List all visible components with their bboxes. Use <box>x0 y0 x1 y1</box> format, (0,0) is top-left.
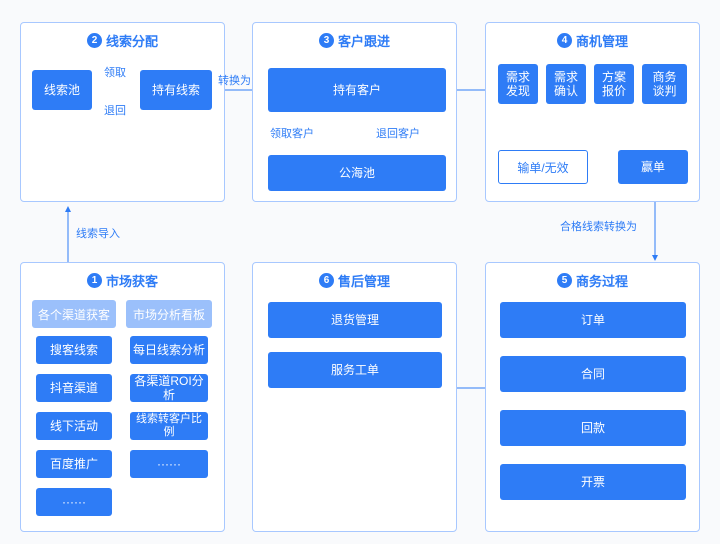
panel-title: 4 商机管理 <box>494 31 691 50</box>
badge-icon: 3 <box>319 33 334 48</box>
node-lose: 输单/无效 <box>498 150 588 184</box>
panel-title: 3 客户跟进 <box>261 31 448 50</box>
node-owned-leads: 持有线索 <box>140 70 212 110</box>
label-lead-import: 线索导入 <box>76 225 120 241</box>
node-channel-5: ······ <box>36 488 112 516</box>
panel-title: 1 市场获客 <box>29 271 216 290</box>
node-plan-quote: 方案 报价 <box>594 64 634 104</box>
node-channel-3: 线下活动 <box>36 412 112 440</box>
panel-title: 6 售后管理 <box>261 271 448 290</box>
badge-icon: 1 <box>87 273 102 288</box>
title-text: 市场获客 <box>106 271 158 290</box>
label-return-customer: 退回客户 <box>376 125 420 141</box>
node-dash-3: 线索转客户比例 <box>130 412 208 440</box>
title-text: 客户跟进 <box>338 31 390 50</box>
node-dash-1: 每日线索分析 <box>130 336 208 364</box>
panel-title: 5 商务过程 <box>494 271 691 290</box>
node-dash-2: 各渠道ROI分析 <box>130 374 208 402</box>
node-biz-negotiate: 商务 谈判 <box>642 64 687 104</box>
node-channel-2: 抖音渠道 <box>36 374 112 402</box>
title-text: 商机管理 <box>576 31 628 50</box>
badge-icon: 6 <box>319 273 334 288</box>
node-need-confirm: 需求 确认 <box>546 64 586 104</box>
node-channel-1: 搜客线索 <box>36 336 112 364</box>
panel-title: 2 线索分配 <box>29 31 216 50</box>
node-win: 赢单 <box>618 150 688 184</box>
label-convert: 转换为 <box>218 72 251 88</box>
col-header-dashboard: 市场分析看板 <box>126 300 212 328</box>
badge-icon: 5 <box>557 273 572 288</box>
badge-icon: 4 <box>557 33 572 48</box>
node-service-ticket: 服务工单 <box>268 352 442 388</box>
col-header-channels: 各个渠道获客 <box>32 300 116 328</box>
title-text: 售后管理 <box>338 271 390 290</box>
node-invoice: 开票 <box>500 464 686 500</box>
node-dash-4: ······ <box>130 450 208 478</box>
title-text: 线索分配 <box>106 31 158 50</box>
node-payment: 回款 <box>500 410 686 446</box>
badge-icon: 2 <box>87 33 102 48</box>
label-return: 退回 <box>104 102 126 118</box>
label-claim: 领取 <box>104 64 126 80</box>
node-lead-pool: 线索池 <box>32 70 92 110</box>
node-channel-4: 百度推广 <box>36 450 112 478</box>
node-contract: 合同 <box>500 356 686 392</box>
label-qualified-convert: 合格线索转换为 <box>560 218 637 234</box>
node-order: 订单 <box>500 302 686 338</box>
node-need-discover: 需求 发现 <box>498 64 538 104</box>
node-public-pool: 公海池 <box>268 155 446 191</box>
node-owned-customer: 持有客户 <box>268 68 446 112</box>
label-claim-customer: 领取客户 <box>270 125 314 141</box>
node-return-mgmt: 退货管理 <box>268 302 442 338</box>
title-text: 商务过程 <box>576 271 628 290</box>
